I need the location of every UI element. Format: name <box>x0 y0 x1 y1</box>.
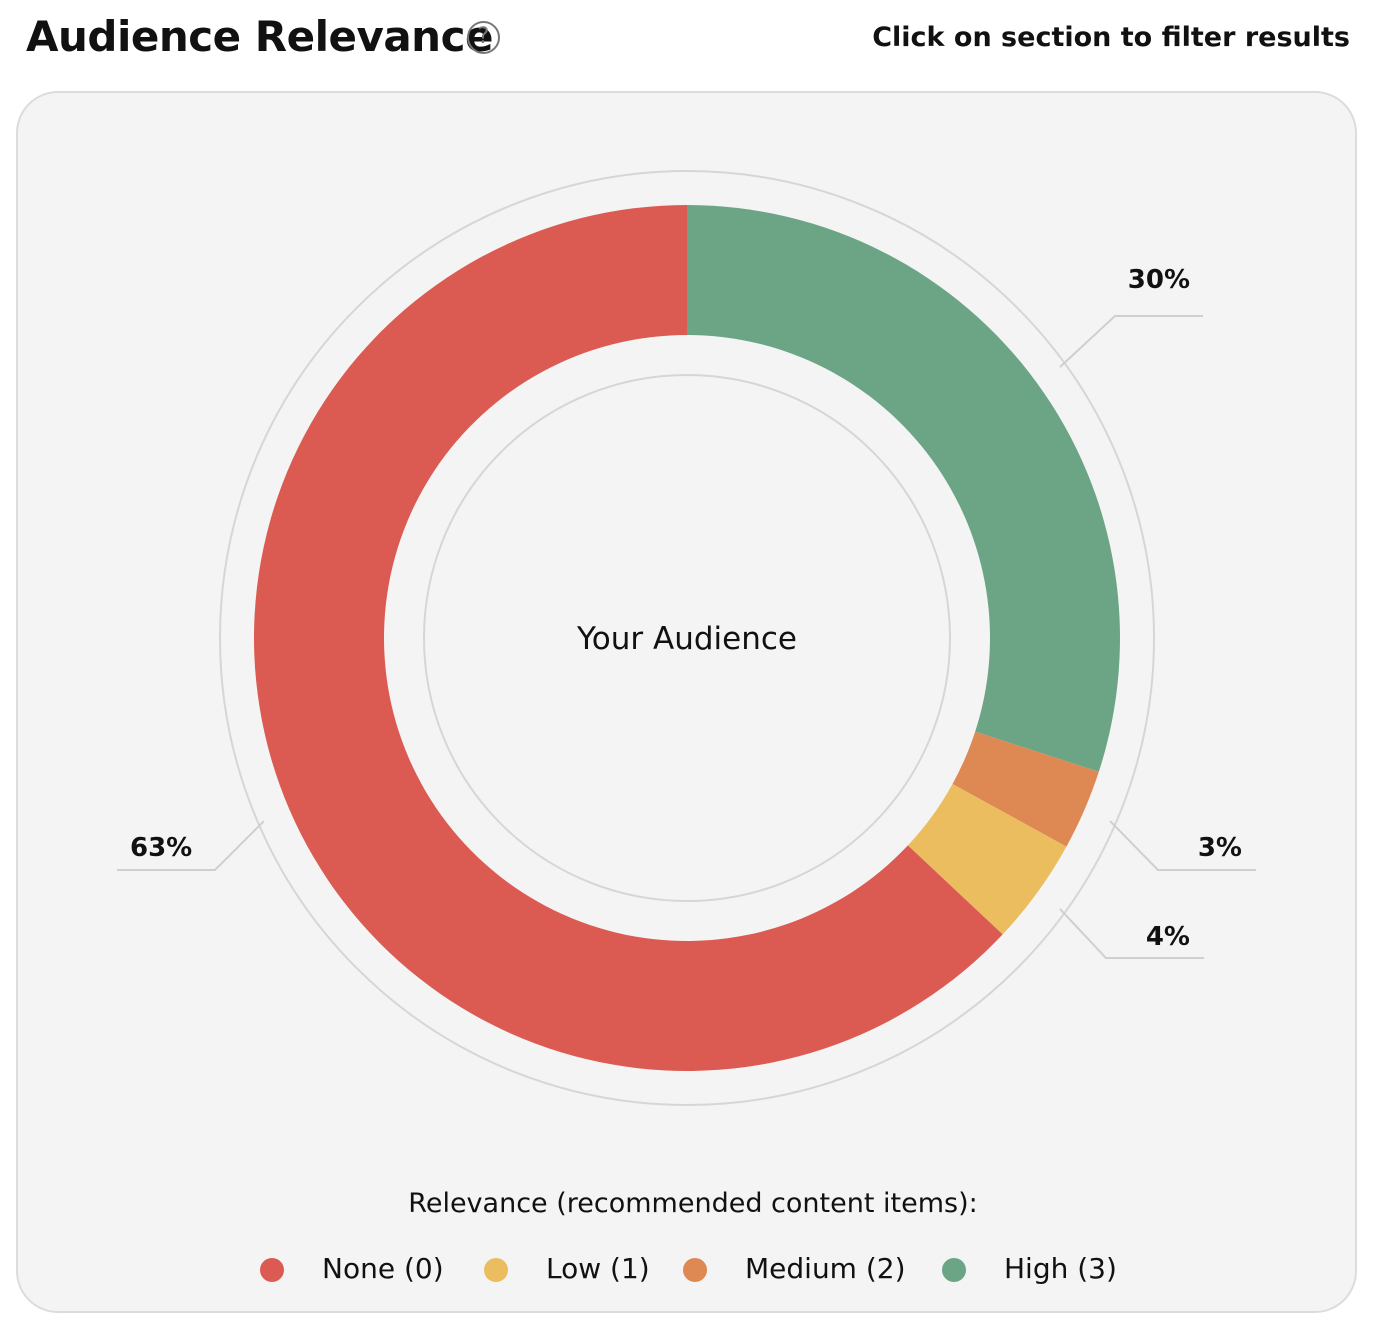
leader-line-medium <box>1109 820 1256 871</box>
legend-dot <box>683 1258 707 1282</box>
slice-medium[interactable] <box>952 731 1099 847</box>
value-label-low: 4% <box>1146 922 1190 952</box>
center-label: Your Audience <box>576 621 797 657</box>
value-label-none: 63% <box>130 833 192 863</box>
header: Audience Relevance ? Click on section to… <box>0 0 1386 80</box>
donut-hole <box>384 335 990 941</box>
page-title: Audience Relevance <box>26 12 493 61</box>
legend-label: None (0) <box>322 1252 444 1285</box>
slice-none[interactable] <box>253 205 1003 1071</box>
legend-dot <box>942 1258 966 1282</box>
help-icon[interactable]: ? <box>467 21 500 54</box>
slice-low[interactable] <box>907 783 1067 935</box>
legend-label: High (3) <box>1004 1252 1117 1285</box>
leader-line-low <box>1059 908 1204 959</box>
slice-high[interactable] <box>687 205 1120 772</box>
legend: None (0) Low (1) Medium (2) High (3) <box>0 1250 1386 1290</box>
filter-hint: Click on section to filter results <box>872 22 1350 53</box>
legend-label: Low (1) <box>546 1252 650 1285</box>
legend-label: Medium (2) <box>745 1252 906 1285</box>
legend-title: Relevance (recommended content items): <box>408 1188 978 1219</box>
outer-guide-ring <box>219 170 1155 1106</box>
value-label-medium: 3% <box>1198 833 1242 863</box>
inner-guide-ring <box>423 374 951 902</box>
value-label-high: 30% <box>1128 265 1190 295</box>
leader-line-none <box>117 820 265 871</box>
leader-line-high <box>1059 315 1203 368</box>
legend-dot <box>484 1258 508 1282</box>
legend-dot <box>260 1258 284 1282</box>
